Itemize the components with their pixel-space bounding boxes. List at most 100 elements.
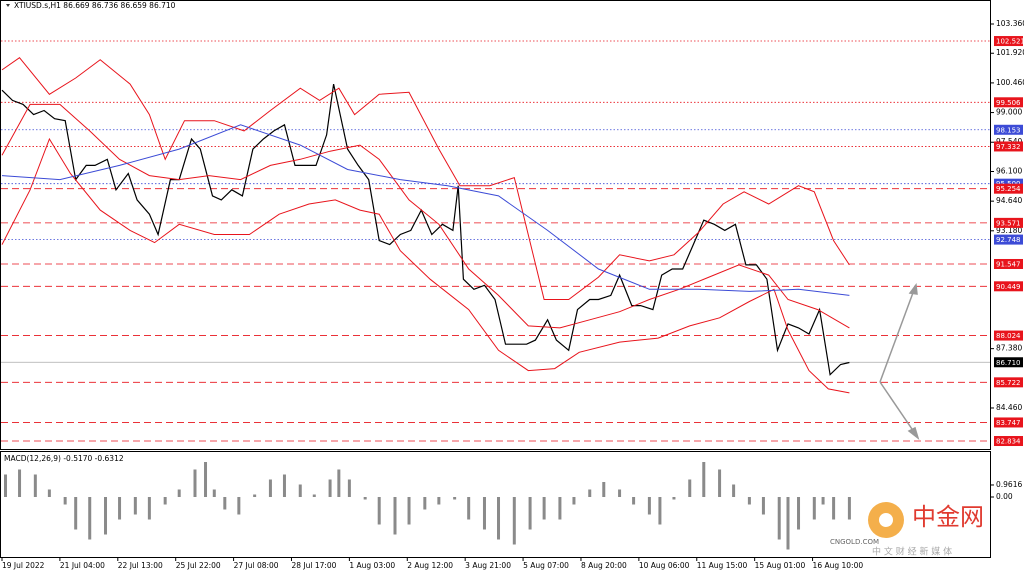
menu-icon[interactable] <box>6 4 10 7</box>
macd-bar <box>702 462 706 497</box>
level-label: 102.521 <box>996 38 1024 46</box>
y-tick-label: 93.180 <box>996 226 1022 235</box>
macd-bar <box>528 497 532 530</box>
macd-bar <box>572 497 576 505</box>
level-label: 92.748 <box>996 236 1021 244</box>
price-panel <box>0 0 991 450</box>
level-box <box>994 281 1023 292</box>
macd-bar <box>47 489 51 497</box>
macd-bar <box>237 497 241 515</box>
level-box <box>994 330 1023 341</box>
macd-bar <box>602 482 606 497</box>
level-box <box>994 234 1023 245</box>
level-box <box>994 124 1023 135</box>
indicator-line <box>1 57 850 300</box>
x-tick-label: 22 Jul 13:00 <box>118 561 163 570</box>
x-tick-label: 11 Aug 15:00 <box>697 561 748 570</box>
indicator-line <box>1 103 850 329</box>
y-tick-label: 87.380 <box>996 344 1022 353</box>
macd-bar <box>512 497 516 545</box>
macd-bar <box>847 497 851 520</box>
macd-bar <box>423 497 427 510</box>
macd-bar <box>298 484 302 497</box>
macd-bar <box>747 497 751 505</box>
macd-bar <box>253 494 257 497</box>
x-tick-label: 5 Aug 07:00 <box>523 561 569 570</box>
watermark-brand: 中金网 <box>912 503 984 531</box>
x-tick-label: 10 Aug 06:00 <box>639 561 690 570</box>
level-label: 97.332 <box>996 143 1021 151</box>
level-box <box>994 141 1023 152</box>
macd-bar <box>223 497 227 510</box>
macd-bar <box>777 497 781 540</box>
x-tick-label: 28 Jul 17:00 <box>291 561 336 570</box>
macd-bar <box>133 497 137 515</box>
watermark-tagline: 中 文 财 经 新 媒 体 <box>872 546 952 558</box>
x-tick-label: 25 Jul 22:00 <box>176 561 221 570</box>
macd-bar <box>74 497 78 530</box>
level-label: 88.024 <box>996 332 1021 340</box>
macd-bar <box>163 497 167 505</box>
macd-bar <box>347 479 351 497</box>
level-box <box>994 417 1023 428</box>
macd-bar <box>797 497 801 530</box>
level-label: 90.449 <box>996 283 1021 291</box>
y-tick-label: 100.460 <box>996 78 1024 87</box>
macd-bar <box>407 497 411 525</box>
macd-bar <box>393 497 397 535</box>
x-tick-label: 27 Jul 08:00 <box>234 561 279 570</box>
macd-bar <box>482 497 486 530</box>
macd-bar <box>467 497 471 520</box>
macd-bar <box>63 497 67 505</box>
watermark-site: CNGOLD.COM <box>830 538 879 546</box>
indicator-line <box>1 124 850 296</box>
forecast-arrows <box>879 283 920 441</box>
y-tick-label: 96.100 <box>996 166 1022 175</box>
macd-bar <box>204 462 208 497</box>
x-tick-label: 8 Aug 20:00 <box>581 561 627 570</box>
macd-bar <box>282 474 286 497</box>
macd-bar <box>212 489 216 497</box>
y-tick-label: 0.9616 <box>996 480 1022 489</box>
level-label: 83.747 <box>996 419 1021 427</box>
macd-bar <box>688 479 692 497</box>
macd-bar <box>672 497 676 500</box>
level-box <box>994 36 1023 47</box>
macd-bar <box>786 497 790 550</box>
macd-bar <box>821 497 825 505</box>
macd-panel <box>0 451 991 558</box>
macd-bar <box>377 497 381 525</box>
macd-bar <box>732 484 736 497</box>
level-box <box>994 183 1023 194</box>
level-label: 85.722 <box>996 379 1021 387</box>
level-box <box>994 357 1023 368</box>
x-tick-label: 2 Aug 12:00 <box>407 561 453 570</box>
x-tick-label: 16 Aug 10:00 <box>813 561 864 570</box>
macd-bar <box>632 497 636 505</box>
macd-bar <box>147 497 151 520</box>
level-box <box>994 436 1023 447</box>
x-tick-label: 3 Aug 21:00 <box>465 561 511 570</box>
y-tick-label: 103.360 <box>996 19 1024 28</box>
y-tick-label: 101.920 <box>996 48 1024 57</box>
x-tick-label: 21 Jul 04:00 <box>60 561 105 570</box>
y-tick-label: 99.000 <box>996 108 1022 117</box>
level-label: 86.710 <box>996 359 1021 367</box>
chart-title: XTIUSD.s,H1 86.669 86.736 86.659 86.710 <box>14 1 176 10</box>
macd-bar <box>542 497 546 520</box>
macd-bar <box>832 497 836 520</box>
macd-bar <box>33 474 37 497</box>
macd-bar <box>328 479 332 497</box>
macd-bar <box>177 489 181 497</box>
x-tick-label: 15 Aug 01:00 <box>755 561 806 570</box>
level-label: 99.506 <box>996 99 1021 107</box>
macd-title: MACD(12,26,9) -0.5170 -0.6312 <box>4 454 124 463</box>
macd-bar <box>437 497 441 505</box>
y-tick-label: 84.460 <box>996 403 1022 412</box>
macd-bar <box>268 479 272 497</box>
macd-bar <box>658 497 662 525</box>
level-box <box>994 217 1023 228</box>
macd-bar <box>312 494 316 497</box>
level-label: 91.547 <box>996 260 1021 268</box>
